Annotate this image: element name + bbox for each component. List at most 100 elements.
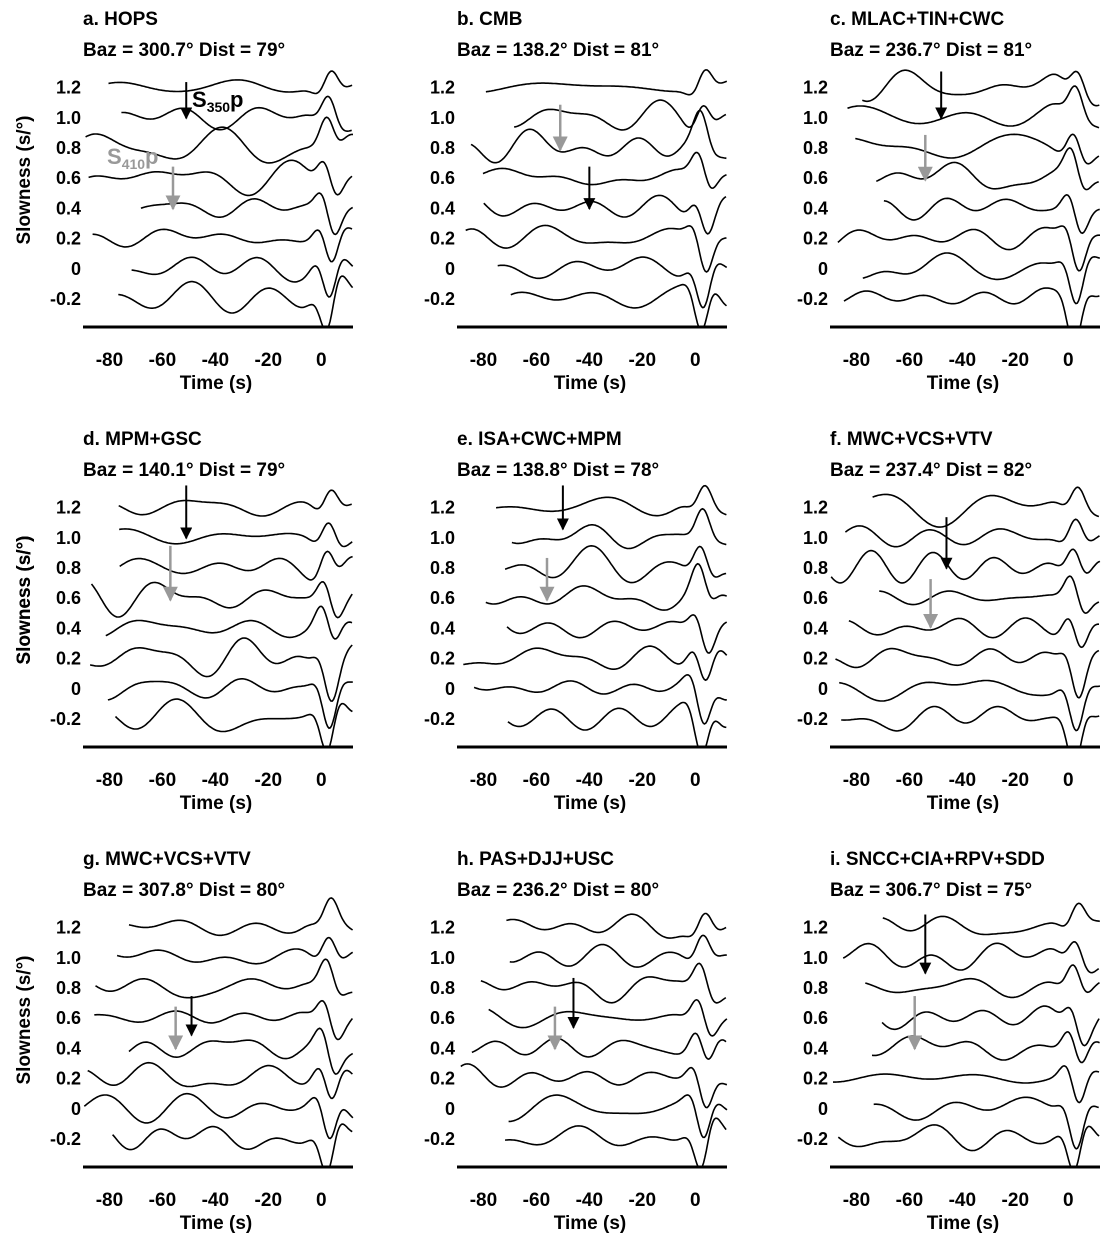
y-tick-label: 1.2 (56, 498, 81, 518)
y-tick-label: 0.2 (430, 649, 455, 669)
trace-slowness-0.8 (85, 116, 353, 164)
trace-slowness-0.8 (830, 548, 1101, 584)
y-tick-label: -0.2 (424, 709, 455, 729)
trace-slowness-0.8 (855, 133, 1100, 165)
x-tick-label: -80 (96, 770, 123, 791)
x-tick-label: -20 (1002, 770, 1029, 791)
y-tick-label: 0 (71, 679, 81, 699)
y-tick-label: -0.2 (797, 289, 828, 309)
y-tick-label: 0.6 (56, 168, 81, 188)
trace-slowness-0.2 (833, 1065, 1100, 1104)
trace-slowness-0.4 (871, 1030, 1100, 1064)
y-tick-label: 0.4 (430, 618, 455, 638)
trace-slowness-1 (847, 85, 1100, 129)
x-tick-label: 0 (690, 770, 701, 791)
s410p-label: S410p (107, 144, 159, 172)
x-tick-label: -40 (576, 1190, 603, 1211)
trace-slowness--0.2 (114, 698, 353, 747)
y-tick-label: 1.0 (803, 528, 828, 548)
x-tick-label: -40 (576, 770, 603, 791)
x-axis-label: Time (s) (180, 373, 253, 394)
x-tick-label: -40 (949, 350, 976, 371)
trace-slowness-0.2 (463, 645, 728, 682)
trace-slowness-0.2 (465, 224, 727, 273)
y-tick-label: 0.2 (56, 649, 81, 669)
trace-slowness-1 (119, 522, 353, 548)
trace-slowness--0.2 (843, 287, 1100, 327)
y-tick-label: 1.0 (430, 108, 455, 128)
trace-slowness-0.4 (105, 605, 353, 640)
panel-title: f. MWC+VCS+VTV (830, 429, 993, 450)
trace-slowness-0 (107, 678, 353, 730)
trace-slowness-0.2 (89, 637, 353, 702)
x-tick-label: -60 (149, 770, 176, 791)
trace-group (83, 897, 354, 1167)
trace-slowness-0.4 (483, 194, 727, 235)
panel-subtitle: Baz = 138.2° Dist = 81° (457, 40, 659, 61)
panel-subtitle: Baz = 140.1° Dist = 79° (83, 460, 285, 481)
y-axis-label: Slowness (s/°) (14, 115, 35, 244)
x-tick-label: -60 (523, 350, 550, 371)
y-tick-label: 0.8 (430, 978, 455, 998)
y-tick-label: 0.8 (803, 138, 828, 158)
trace-slowness--0.2 (837, 1124, 1100, 1167)
x-tick-label: -60 (149, 1190, 176, 1211)
trace-group (465, 69, 728, 327)
panel-title: d. MPM+GSC (83, 429, 202, 450)
trace-slowness-1 (511, 507, 727, 550)
panel-subtitle: Baz = 236.7° Dist = 81° (830, 40, 1032, 61)
y-tick-label: 0.8 (430, 138, 455, 158)
trace-group (837, 69, 1101, 327)
x-tick-label: -60 (896, 770, 923, 791)
x-tick-label: -80 (470, 1190, 497, 1211)
trace-slowness-0 (131, 256, 354, 298)
x-tick-label: 0 (1063, 1190, 1074, 1211)
y-tick-label: 0.6 (56, 1008, 81, 1028)
trace-slowness-1 (121, 95, 352, 133)
y-tick-label: 0.4 (56, 198, 81, 218)
y-axis-label: Slowness (s/°) (14, 535, 35, 664)
y-tick-label: 0.8 (56, 138, 81, 158)
y-tick-label: -0.2 (50, 1129, 81, 1149)
y-tick-label: 0.6 (430, 1008, 455, 1028)
y-tick-label: 1.0 (430, 948, 455, 968)
trace-slowness-0.2 (87, 1061, 353, 1100)
trace-slowness-0.6 (482, 151, 727, 190)
trace-slowness-0.4 (848, 617, 1099, 649)
y-tick-label: 1.2 (56, 918, 81, 938)
trace-slowness-0.4 (471, 1032, 727, 1060)
y-tick-label: 1.0 (56, 108, 81, 128)
panel-a: a. HOPS Baz = 300.7° Dist = 79°1.2 1.0 0.8 0… (14, 9, 354, 394)
y-tick-label: -0.2 (424, 289, 455, 309)
x-tick-label: -40 (202, 770, 229, 791)
trace-slowness-0.8 (95, 958, 353, 999)
y-tick-label: 0.6 (803, 1008, 828, 1028)
x-tick-label: -60 (149, 350, 176, 371)
trace-slowness-0 (473, 673, 727, 725)
trace-group (89, 489, 353, 747)
y-tick-label: 0.2 (56, 1069, 81, 1089)
x-tick-label: -20 (629, 350, 656, 371)
y-tick-label: -0.2 (797, 1129, 828, 1149)
y-tick-label: 1.2 (430, 918, 455, 938)
y-axis-label: Slowness (s/°) (14, 535, 35, 664)
y-tick-label: 0.6 (56, 588, 81, 608)
panel-subtitle: Baz = 237.4° Dist = 82° (830, 460, 1032, 481)
x-tick-label: -40 (202, 1190, 229, 1211)
trace-slowness--0.2 (504, 1117, 727, 1167)
x-axis-label: Time (s) (554, 793, 627, 814)
y-tick-label: 0.6 (803, 168, 828, 188)
trace-slowness--0.2 (510, 283, 728, 327)
trace-slowness-0.6 (485, 562, 727, 611)
y-axis-label: Slowness (s/°) (14, 955, 35, 1084)
x-tick-label: 0 (316, 350, 327, 371)
x-tick-label: -40 (576, 350, 603, 371)
y-tick-label: 0.4 (56, 1038, 81, 1058)
trace-slowness-1.2 (495, 484, 727, 517)
trace-slowness-1.2 (128, 897, 354, 937)
x-tick-label: -20 (255, 1190, 282, 1211)
trace-group (830, 486, 1101, 747)
trace-group (463, 484, 728, 747)
panel-title: e. ISA+CWC+MPM (457, 429, 622, 450)
